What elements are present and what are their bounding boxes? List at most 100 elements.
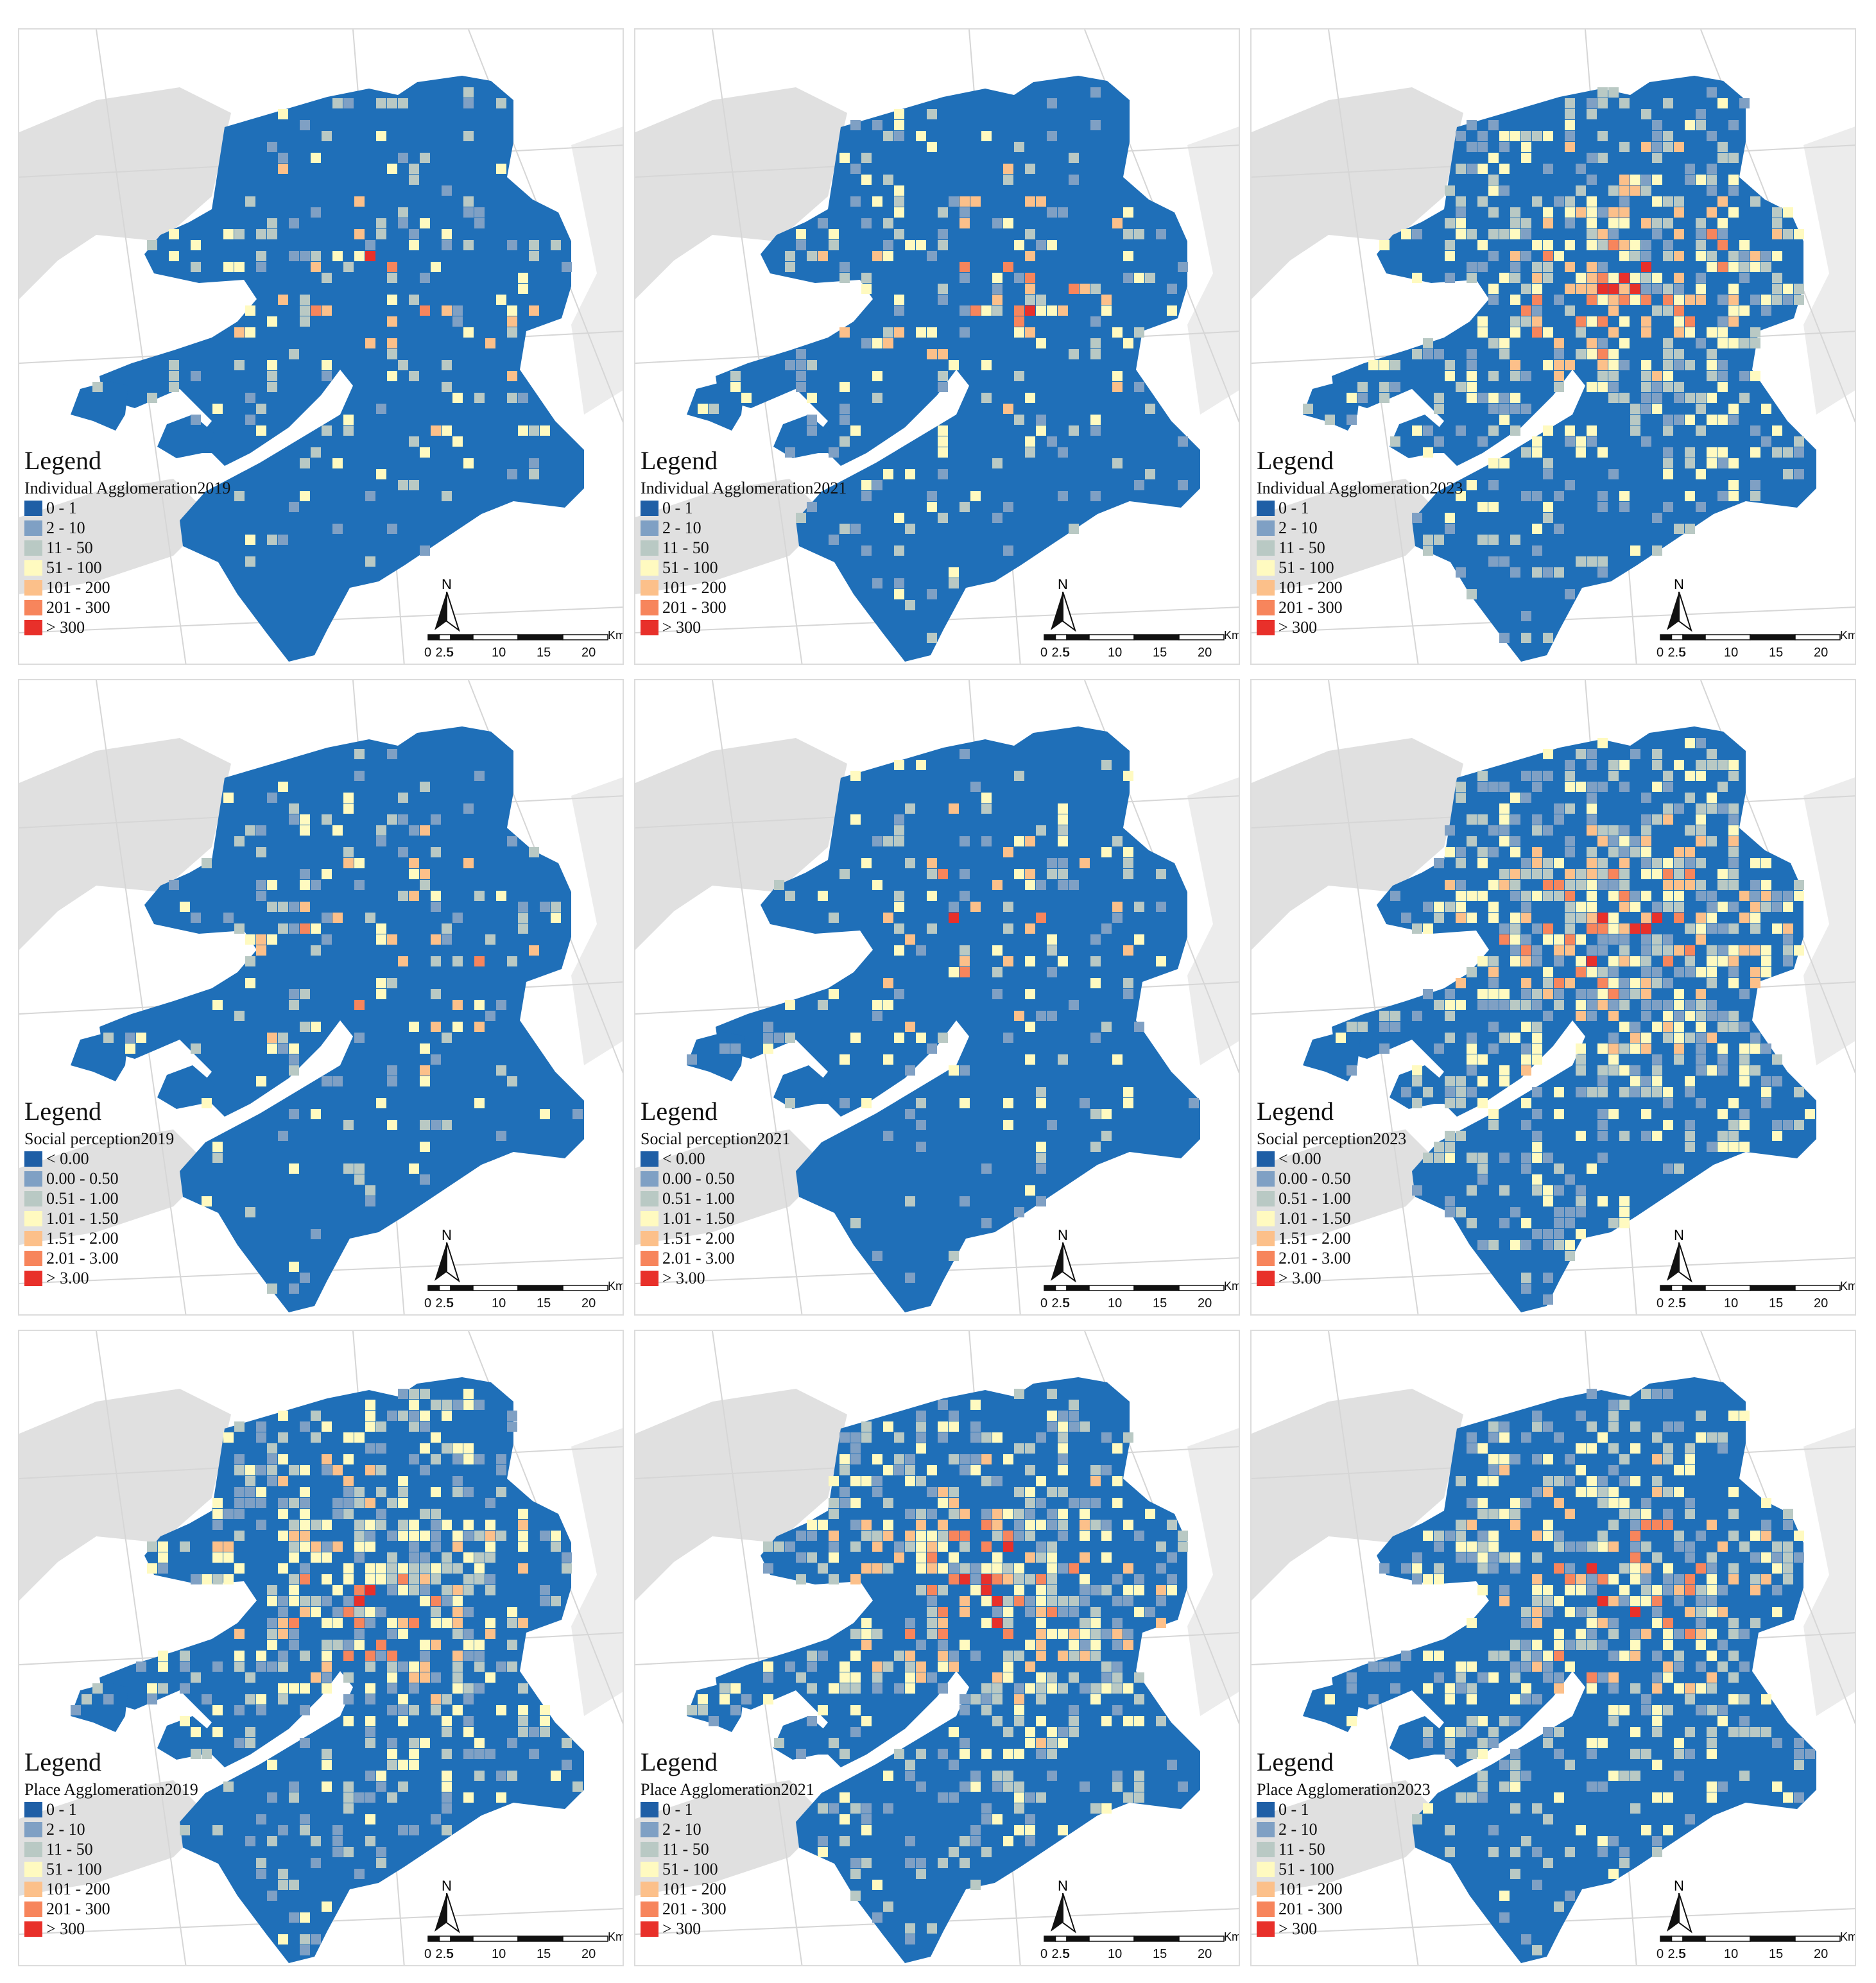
grid-cell (1576, 902, 1586, 912)
grid-cell (1630, 1043, 1640, 1054)
grid-cell (807, 1716, 817, 1726)
grid-cell (409, 229, 419, 239)
grid-cell (343, 1120, 354, 1130)
grid-cell (1587, 989, 1597, 999)
grid-cell (376, 1487, 386, 1497)
grid-cell (1521, 1098, 1531, 1108)
grid-cell (1488, 185, 1499, 196)
grid-cell (1080, 1531, 1090, 1541)
grid-cell (1467, 480, 1477, 490)
grid-cell (1543, 1229, 1553, 1239)
grid-cell (905, 1672, 915, 1683)
road-line (1328, 680, 1419, 1314)
grid-cell (191, 1672, 201, 1683)
grid-cell (343, 1716, 354, 1726)
grid-cell (1025, 436, 1035, 447)
grid-cell (807, 1661, 817, 1672)
grid-cell (1772, 1552, 1782, 1563)
grid-cell (1532, 240, 1542, 250)
grid-cell (376, 1563, 386, 1574)
grid-cell (1477, 1443, 1488, 1454)
grid-cell (1488, 1432, 1499, 1443)
grid-cell (1608, 371, 1619, 381)
grid-cells (1325, 1389, 1815, 1955)
grid-cell (300, 1509, 310, 1519)
grid-cell (1597, 360, 1608, 370)
grid-cell (485, 338, 495, 348)
grid-cell (1717, 803, 1728, 814)
grid-cell (1014, 869, 1024, 879)
legend-item: 0.00 - 0.50 (1257, 1169, 1468, 1189)
scale-tick-label: 10 (1724, 646, 1739, 660)
grid-cell (311, 1607, 321, 1617)
grid-cell (850, 1454, 861, 1464)
grid-cell (905, 1465, 915, 1475)
grid-cell (1532, 1174, 1542, 1185)
grid-cell (507, 1076, 517, 1086)
grid-cell (927, 1585, 937, 1595)
grid-cell (1499, 934, 1510, 945)
grid-cell (1036, 1792, 1046, 1803)
grid-cell (1347, 1716, 1357, 1726)
grid-cell (1717, 262, 1728, 272)
legend-label: 101 - 200 (1278, 1879, 1343, 1898)
grid-cell (861, 1618, 872, 1628)
grid-cell (540, 1596, 550, 1606)
grid-cell (1750, 1531, 1760, 1541)
legend-label: 0.51 - 1.00 (1278, 1189, 1351, 1208)
grid-cell (894, 814, 904, 825)
grid-cell (949, 196, 959, 207)
scale-tick-label: 2.5 (1667, 646, 1686, 660)
grid-cell (234, 1487, 245, 1497)
grid-cell (774, 880, 784, 890)
grid-cell (332, 524, 343, 534)
grid-cell (343, 1487, 354, 1497)
grid-cell (191, 1727, 201, 1737)
grid-cell (992, 1716, 1003, 1726)
legend-item: 1.51 - 2.00 (24, 1228, 236, 1248)
grid-cell (1728, 295, 1739, 305)
grid-cell (839, 1661, 850, 1672)
grid-cell (1761, 305, 1771, 316)
grid-cell (1080, 1683, 1090, 1694)
grid-cell (1707, 1563, 1717, 1574)
grid-cell (1565, 1640, 1575, 1650)
grid-cell (1565, 760, 1575, 770)
grid-cell (343, 1432, 354, 1443)
grid-cell (1134, 1585, 1144, 1595)
grid-cell (311, 1520, 321, 1530)
grid-cell (452, 1563, 463, 1574)
grid-cell (1696, 836, 1706, 846)
grid-cell (1510, 956, 1520, 966)
grid-cell (1707, 393, 1717, 403)
grid-cell (1025, 295, 1035, 305)
grid-cell (894, 229, 904, 239)
grid-cell (1587, 923, 1597, 934)
grid-cell (872, 1629, 882, 1639)
grid-cell (1641, 1389, 1651, 1399)
grid-cell (927, 633, 937, 643)
grid-cell (1663, 425, 1673, 436)
grid-cell (818, 891, 828, 901)
grid-cell (420, 1043, 430, 1054)
study-area (157, 1065, 215, 1109)
grid-cell (1532, 1185, 1542, 1196)
grid-cell (949, 1251, 959, 1261)
grid-cell (1597, 1476, 1608, 1486)
grid-cell (1488, 393, 1499, 403)
grid-cell (1532, 1421, 1542, 1432)
grid-cell (1477, 142, 1488, 152)
grid-cell (1707, 956, 1717, 966)
grid-cell (529, 1749, 539, 1759)
grid-cell (970, 1836, 981, 1846)
grid-cell (1014, 1803, 1024, 1814)
grid-cell (1080, 284, 1090, 294)
grid-cell (1619, 251, 1630, 261)
grid-cell (1445, 185, 1455, 196)
grid-cell (1707, 923, 1717, 934)
grid-cell (463, 1400, 474, 1410)
grid-cell (1014, 1716, 1024, 1726)
grid-cell (1619, 1022, 1630, 1032)
grid-cell (1696, 1011, 1706, 1021)
grid-cell (474, 207, 485, 218)
